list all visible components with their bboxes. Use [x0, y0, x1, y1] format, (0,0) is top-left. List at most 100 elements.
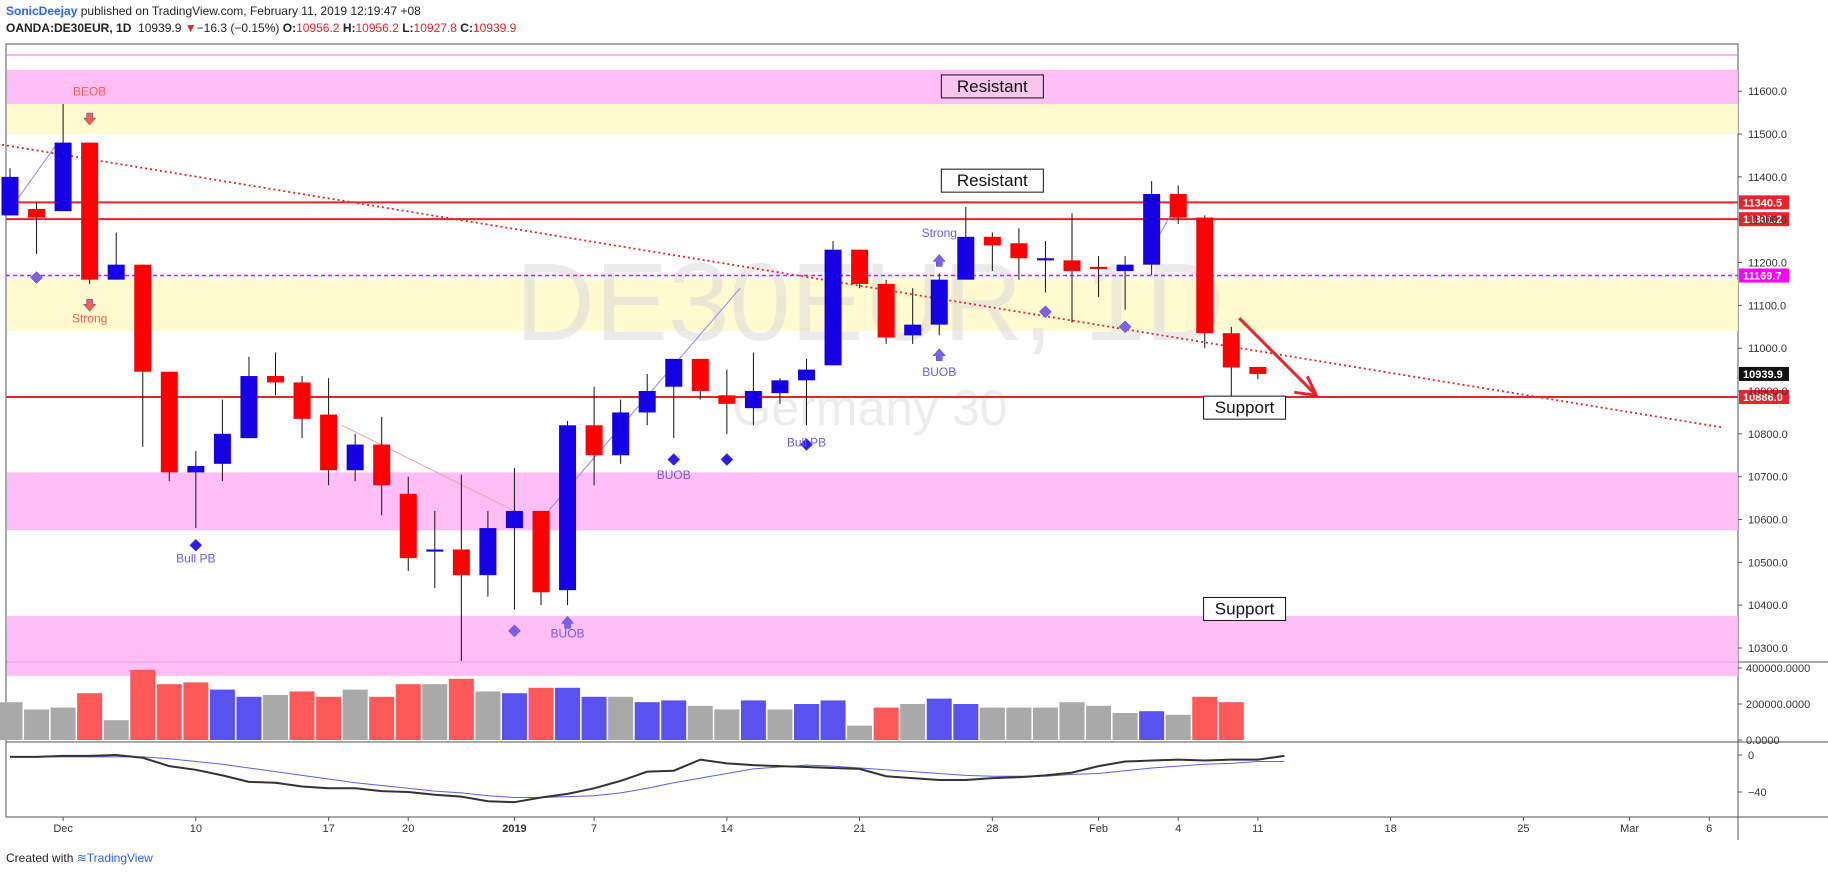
volume-bar — [926, 698, 952, 740]
annotation-label: Support — [1215, 599, 1275, 618]
candle-body — [505, 510, 523, 529]
level-tag-label: 11301.2 — [1743, 214, 1782, 226]
candle — [612, 399, 630, 464]
volume-tick-label: 400000.0000 — [1746, 663, 1810, 675]
x-tick-label: Mar — [1620, 823, 1639, 835]
footer: Created with ≋TradingView — [6, 851, 153, 865]
candle — [771, 378, 789, 404]
x-tick-label: Dec — [53, 823, 73, 835]
arrow-up-marker-icon — [932, 348, 946, 361]
candle — [320, 378, 338, 486]
candle — [798, 358, 815, 426]
candle-body — [1196, 217, 1214, 334]
volume-bar — [661, 700, 687, 740]
candle-body — [1090, 266, 1108, 269]
y-tick-label: 10500.0 — [1748, 557, 1788, 569]
y-tick-label: 11600.0 — [1748, 86, 1787, 98]
signal-label: BUOB — [657, 468, 691, 482]
arrow-up-marker-icon — [561, 615, 575, 629]
arrow-down-marker-icon — [83, 299, 97, 312]
signal-label: Strong — [922, 226, 957, 240]
candle — [28, 202, 46, 254]
signal-label: Bull PB — [176, 551, 215, 565]
y-tick-label: 10800.0 — [1748, 429, 1788, 441]
volume-bar — [501, 693, 527, 740]
candle — [1063, 213, 1081, 323]
trend-arrow-head — [1294, 375, 1319, 398]
trendline-thin — [341, 424, 515, 512]
candle-body — [559, 425, 577, 591]
candle — [160, 371, 178, 481]
volume-bar — [24, 709, 50, 740]
candle-body — [1143, 194, 1161, 265]
volume-bar — [342, 689, 368, 740]
candle — [957, 206, 975, 280]
x-tick-label: 2019 — [502, 823, 526, 835]
candle-body — [532, 510, 550, 593]
volume-bar — [0, 702, 23, 740]
candle-body — [346, 444, 364, 471]
arrow-up-marker-icon — [932, 254, 946, 267]
tradingview-logo-icon: ≋ — [76, 851, 87, 865]
diamond-marker-icon — [508, 624, 521, 638]
zone-yellow — [7, 104, 1738, 135]
candle — [1036, 241, 1054, 293]
annotation-label: Resistant — [957, 171, 1028, 190]
tradingview-link[interactable]: TradingView — [86, 851, 153, 865]
x-tick-label: 17 — [322, 823, 334, 835]
candle — [877, 279, 895, 344]
x-tick-label: 4 — [1175, 823, 1181, 835]
y-tick-label: 10600.0 — [1748, 515, 1788, 527]
volume-bar — [979, 707, 1005, 740]
candle — [851, 249, 869, 289]
volume-bar — [1059, 702, 1085, 740]
candle-body — [426, 549, 444, 552]
candle — [346, 433, 364, 481]
x-tick-label: 18 — [1384, 823, 1396, 835]
y-tick-label: 10700.0 — [1748, 472, 1788, 484]
volume-bar — [900, 704, 926, 740]
open-value: 10956.2 — [296, 21, 340, 35]
close-value: 10939.9 — [472, 21, 517, 35]
candle — [134, 264, 152, 447]
zone-yellow — [7, 279, 1738, 332]
annotation-label: Support — [1215, 398, 1275, 417]
candle-body — [320, 414, 338, 471]
diamond-marker-icon — [720, 453, 734, 466]
candle — [267, 352, 284, 396]
candle-body — [877, 283, 895, 338]
high-label: H: — [342, 21, 356, 35]
candle-body — [373, 444, 391, 486]
candle-body — [160, 371, 178, 473]
level-tag-label: 11169.7 — [1743, 271, 1782, 283]
volume-bar — [369, 696, 395, 740]
candle — [983, 232, 1001, 272]
diamond-marker-icon — [667, 453, 681, 466]
volume-bar — [77, 693, 103, 740]
x-tick-label: 6 — [1706, 823, 1712, 835]
candle-body — [293, 382, 311, 419]
candle — [373, 416, 391, 516]
candle — [1010, 228, 1028, 280]
candle-body — [957, 236, 975, 280]
candle-body — [930, 279, 948, 325]
y-tick-label: 11200.0 — [1748, 258, 1787, 270]
author-name[interactable]: SonicDeejay — [6, 4, 78, 18]
annotation-box — [940, 168, 1044, 193]
level-tag — [1739, 212, 1789, 227]
candle-body — [267, 376, 284, 383]
volume-tick-label: 0.0000 — [1746, 735, 1780, 747]
volume-bar — [555, 687, 581, 740]
trendline-thin — [17, 142, 59, 199]
x-tick-label: 10 — [190, 823, 202, 835]
volume-bar — [316, 696, 342, 740]
volume-bar — [156, 684, 182, 740]
candle — [824, 241, 842, 366]
candle — [1143, 181, 1161, 276]
candle — [930, 273, 948, 336]
candle-body — [479, 528, 497, 576]
last-price-tag — [1739, 366, 1789, 381]
candle-body — [28, 208, 46, 218]
diamond-marker-icon — [30, 271, 43, 284]
